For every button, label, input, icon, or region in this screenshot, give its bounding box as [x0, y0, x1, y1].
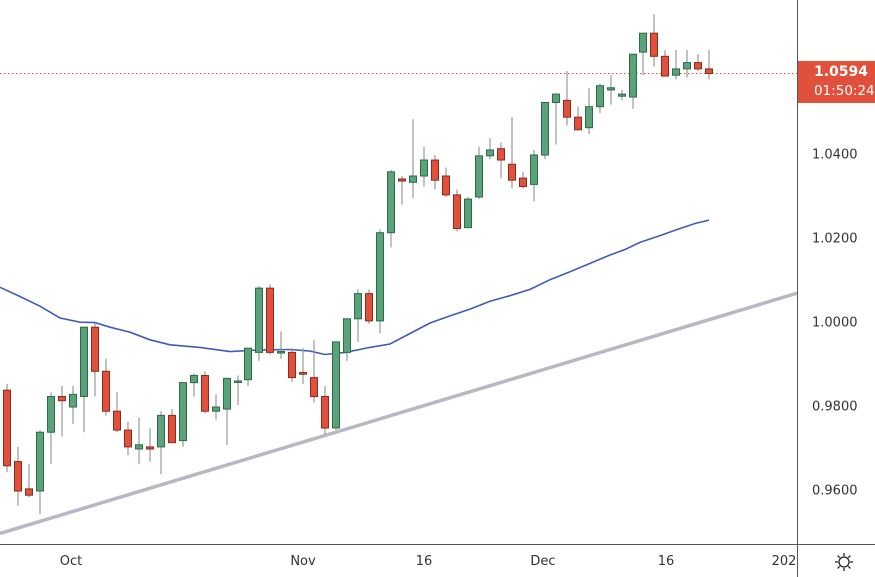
- last-price-badge: 1.0594 01:50:24: [798, 61, 875, 103]
- candle-up: [36, 431, 44, 492]
- candle-down: [146, 446, 154, 450]
- candle-down: [91, 326, 99, 372]
- candle-down: [519, 177, 527, 188]
- candlestick-chart: [0, 14, 798, 536]
- candle-up: [607, 87, 615, 91]
- candle-up: [244, 347, 252, 381]
- candle-down: [3, 389, 11, 467]
- candle-down: [365, 293, 373, 322]
- candle-down: [310, 377, 318, 398]
- candle-down: [442, 175, 450, 196]
- candle-up: [190, 375, 198, 384]
- trendline: [0, 291, 798, 536]
- time-axis[interactable]: Oct Nov 16 Dec 16 202: [0, 544, 797, 577]
- candle-down: [563, 99, 571, 118]
- candle-down: [694, 62, 702, 70]
- price-tick: 1.0400: [812, 147, 858, 163]
- price-tick: 0.9800: [812, 399, 858, 415]
- candle-down: [497, 148, 505, 161]
- candle-up: [47, 396, 55, 433]
- candle-up: [332, 341, 340, 429]
- candle-down: [14, 461, 22, 492]
- candle-up: [596, 85, 604, 108]
- candle-up: [387, 171, 395, 234]
- candle-up: [234, 380, 242, 383]
- candle-up: [475, 155, 483, 198]
- candle-down: [398, 178, 406, 182]
- candle-up: [464, 198, 472, 229]
- candle-down: [705, 68, 713, 75]
- candle-up: [135, 444, 143, 450]
- candle-up: [420, 159, 428, 177]
- candle-up: [530, 154, 538, 185]
- candle-down: [661, 55, 669, 77]
- candle-down: [168, 414, 176, 444]
- candle-up: [552, 93, 560, 103]
- time-tick: 202: [771, 554, 797, 569]
- candle-down: [288, 351, 296, 379]
- candle-up: [639, 32, 647, 53]
- last-price-value: 1.0594: [814, 64, 869, 80]
- price-axis[interactable]: 1.0400 1.0200 1.0000 0.9800 0.9600 1.0594 01…: [797, 0, 875, 544]
- candle-up: [409, 175, 417, 183]
- candle-down: [266, 287, 274, 353]
- candle-up: [486, 149, 494, 157]
- time-tick: 16: [415, 554, 433, 569]
- candle-up: [672, 68, 680, 76]
- candle-down: [321, 396, 329, 429]
- chart-plot-area[interactable]: [0, 0, 798, 544]
- chart-settings-corner: [797, 544, 875, 577]
- candle-down: [201, 375, 209, 412]
- candle-up: [541, 102, 549, 156]
- time-tick: Oct: [59, 554, 83, 569]
- candle-down: [508, 163, 516, 181]
- candle-up: [69, 393, 77, 408]
- candle-down: [58, 396, 66, 402]
- candle-up: [157, 414, 165, 448]
- price-tick: 1.0200: [812, 231, 858, 247]
- candle-up: [629, 53, 637, 98]
- candle-down: [574, 116, 582, 131]
- candle-up: [212, 406, 220, 412]
- candle-down: [102, 370, 110, 412]
- candle-up: [179, 382, 187, 442]
- candle-up: [80, 326, 88, 398]
- candle-up: [255, 287, 263, 353]
- candle-up: [343, 318, 351, 353]
- bar-countdown: 01:50:24: [814, 83, 875, 99]
- candle-down: [453, 194, 461, 229]
- candle-down: [113, 410, 121, 431]
- candle-down: [25, 488, 33, 496]
- candle-down: [650, 32, 658, 57]
- candle-up: [277, 351, 285, 354]
- candle-up: [354, 293, 362, 320]
- candle-down: [299, 372, 307, 375]
- price-tick: 0.9600: [812, 483, 858, 499]
- candle-up: [376, 232, 384, 322]
- time-tick: 16: [657, 554, 675, 569]
- candle-up: [683, 62, 691, 70]
- settings-sun-icon[interactable]: [834, 552, 854, 572]
- candle-up: [618, 93, 626, 97]
- price-tick: 1.0000: [812, 315, 858, 331]
- time-tick: Nov: [290, 554, 316, 569]
- time-tick: Dec: [530, 554, 556, 569]
- candle-up: [585, 106, 593, 129]
- candle-down: [431, 159, 439, 181]
- moving-average-line: [0, 219, 710, 356]
- candle-down: [124, 429, 132, 448]
- candle-up: [223, 377, 231, 410]
